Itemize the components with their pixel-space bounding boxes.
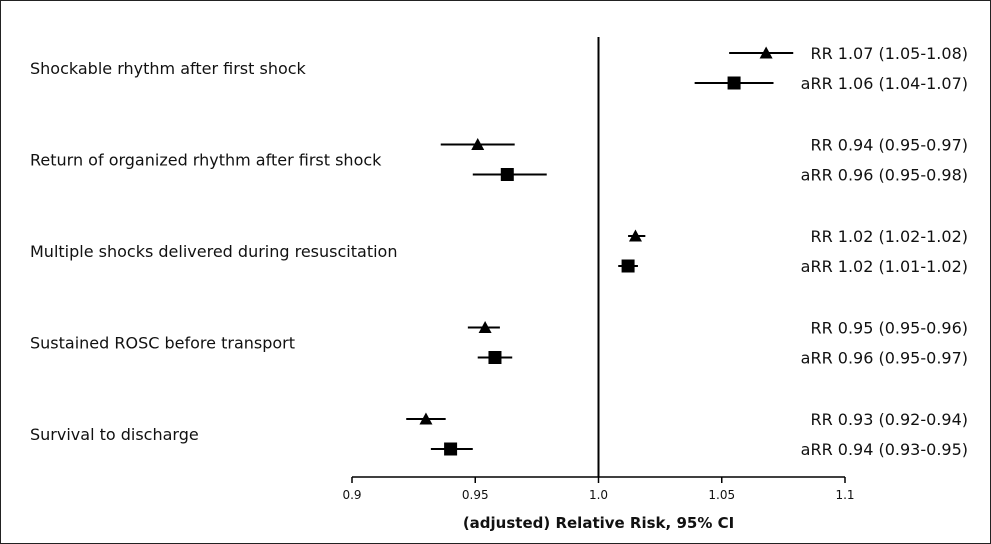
rr-estimate-label: RR 1.07 (1.05-1.08) [810, 44, 968, 63]
outcome-label: Sustained ROSC before transport [30, 334, 295, 353]
rr-estimate-label: RR 0.94 (0.95-0.97) [810, 136, 968, 155]
rr-point-marker [478, 321, 492, 333]
estimate-labels: RR 1.07 (1.05-1.08) aRR 1.06 (1.04-1.07) R… [801, 44, 968, 459]
rr-point-marker [471, 138, 485, 150]
arr-point-marker [500, 168, 514, 181]
arr-estimate-label: aRR 1.06 (1.04-1.07) [801, 74, 968, 93]
rr-estimate-label: RR 0.95 (0.95-0.96) [810, 319, 968, 338]
arr-point-marker [488, 351, 502, 364]
outcome-label: Multiple shocks delivered during resusci… [30, 242, 397, 261]
outcome-label: Survival to discharge [30, 425, 199, 444]
rr-estimate-label: RR 1.02 (1.02-1.02) [810, 227, 968, 246]
outcome-label: Shockable rhythm after first shock [30, 59, 307, 78]
rr-point-marker [628, 229, 642, 242]
arr-estimate-label: aRR 1.02 (1.01-1.02) [801, 257, 968, 276]
x-tick-label: 0.9 [342, 488, 361, 502]
x-tick-label: 1.05 [708, 488, 735, 502]
rr-estimate-label: RR 0.93 (0.92-0.94) [810, 410, 968, 429]
outcome-labels: Shockable rhythm after first shock Return… [30, 59, 397, 444]
x-tick-label: 0.95 [462, 488, 489, 502]
arr-point-marker [444, 442, 458, 456]
arr-point-marker [621, 259, 635, 273]
x-tick-label: 1.0 [589, 488, 608, 502]
arr-point-marker [727, 76, 741, 90]
rr-point-marker [419, 412, 433, 425]
arr-estimate-label: aRR 0.96 (0.95-0.98) [801, 166, 968, 185]
x-axis-ticks: 0.9 0.95 1.0 1.05 1.1 [342, 477, 855, 502]
x-axis-label: (adjusted) Relative Risk, 95% CI [463, 514, 734, 532]
outcome-label: Return of organized rhythm after first s… [30, 151, 382, 170]
rr-point-marker [759, 46, 773, 59]
arr-estimate-label: aRR 0.96 (0.95-0.97) [801, 349, 968, 368]
confidence-intervals [406, 46, 794, 456]
arr-estimate-label: aRR 0.94 (0.93-0.95) [801, 440, 968, 459]
x-tick-label: 1.1 [835, 488, 854, 502]
